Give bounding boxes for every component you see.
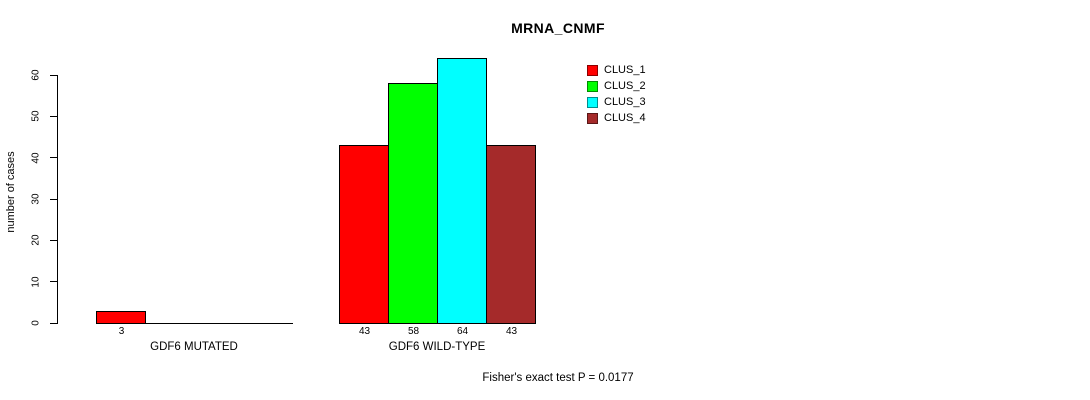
bar-clus-1-group-1 (96, 310, 146, 324)
y-axis-tick (50, 115, 57, 117)
y-axis-tick (50, 281, 57, 283)
y-axis-tick-label: 20 (30, 234, 42, 246)
y-axis-tick (50, 74, 57, 76)
y-axis-tick-label: 30 (30, 193, 42, 205)
y-axis-tick-label: 40 (30, 152, 42, 164)
legend-swatch-icon (587, 80, 598, 92)
y-axis-line (57, 75, 58, 324)
group-baseline (96, 322, 293, 324)
legend-item-clus-3: CLUS_3 (587, 94, 646, 110)
bar-clus-2-group-2 (388, 83, 438, 324)
bar-value-label: 43 (358, 326, 371, 337)
legend-swatch-icon (587, 64, 598, 76)
legend: CLUS_1 CLUS_2 CLUS_3 CLUS_4 (587, 62, 646, 126)
bar-value-label: 58 (407, 326, 420, 337)
y-axis-tick-label: 60 (30, 69, 42, 81)
footnote: Fisher's exact test P = 0.0177 (482, 372, 634, 384)
legend-label: CLUS_3 (604, 96, 646, 108)
bar-clus-3-group-2 (437, 58, 487, 324)
legend-label: CLUS_2 (604, 80, 646, 92)
x-category-label: GDF6 WILD-TYPE (388, 341, 486, 353)
y-axis-tick-label: 0 (30, 320, 42, 326)
y-axis-label: number of cases (5, 151, 17, 233)
bar-clus-4-group-2 (486, 145, 536, 324)
bar-value-label: 64 (456, 326, 469, 337)
legend-item-clus-2: CLUS_2 (587, 78, 646, 94)
y-axis-tick (50, 239, 57, 241)
legend-item-clus-1: CLUS_1 (587, 62, 646, 78)
legend-item-clus-4: CLUS_4 (587, 110, 646, 126)
bar-value-label: 3 (118, 326, 125, 337)
y-axis-tick (50, 322, 57, 324)
legend-swatch-icon (587, 112, 598, 124)
bar-value-label: 43 (505, 326, 518, 337)
y-axis-tick (50, 198, 57, 200)
y-axis-tick (50, 157, 57, 159)
legend-label: CLUS_4 (604, 112, 646, 124)
bar-clus-1-group-2 (339, 145, 389, 324)
y-axis-tick-label: 50 (30, 110, 42, 122)
chart-title: MRNA_CNMF (511, 20, 605, 36)
legend-label: CLUS_1 (604, 64, 646, 76)
x-category-label: GDF6 MUTATED (150, 341, 238, 353)
legend-swatch-icon (587, 96, 598, 108)
y-axis-tick-label: 10 (30, 276, 42, 288)
